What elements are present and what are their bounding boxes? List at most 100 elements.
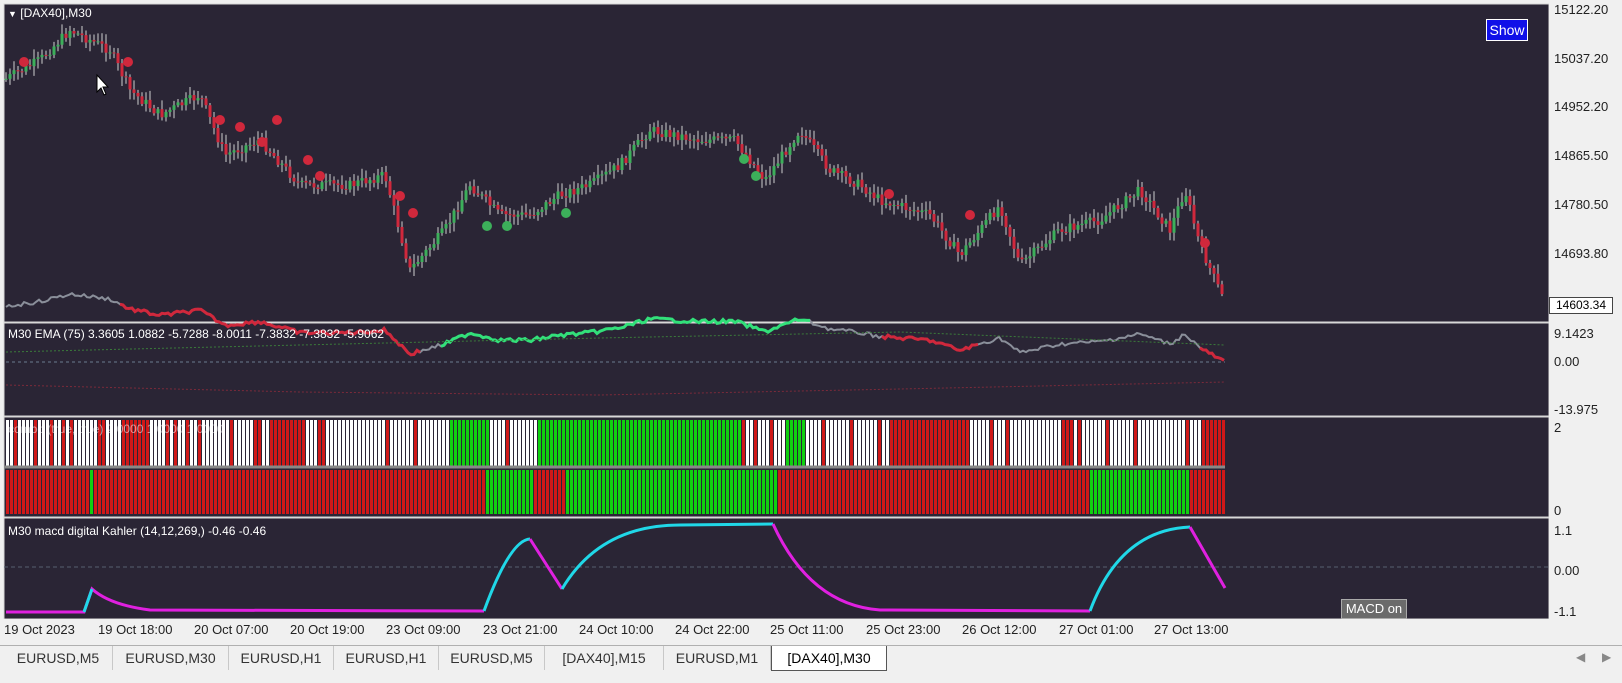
tab-eurusd-m30[interactable]: EURUSD,M30 — [113, 646, 229, 670]
candle-body — [168, 109, 172, 112]
combo-bottom-bar — [986, 470, 989, 514]
combo-top-bar — [546, 420, 549, 466]
show-button[interactable]: Show — [1486, 19, 1528, 41]
candle-body — [1088, 217, 1092, 220]
candle-body — [312, 183, 316, 188]
combo-top-bar — [694, 420, 697, 466]
candle-body — [320, 182, 324, 190]
candle-body — [640, 139, 644, 141]
combo-bottom-bar — [1182, 470, 1185, 514]
combo-bottom-bar — [618, 470, 621, 514]
candle-body — [720, 136, 724, 138]
tab-eurusd-h1[interactable]: EURUSD,H1 — [229, 646, 334, 670]
combo-top-bar — [142, 420, 145, 466]
ema-trend-segment — [881, 333, 979, 352]
combo-bottom-bar — [390, 470, 393, 514]
scroll-right-icon[interactable]: ▶ — [1602, 650, 1612, 664]
combo-top-bar — [646, 420, 649, 466]
combo-top-bar — [442, 420, 445, 466]
sell-signal-marker — [257, 137, 267, 147]
combo-tick: 2 — [1554, 420, 1562, 435]
combo-top-bar — [426, 420, 429, 466]
candle-body — [1084, 219, 1088, 224]
collapse-triangle-icon[interactable]: ▼ — [8, 9, 17, 19]
combo-top-bar — [558, 420, 561, 466]
combo-top-bar — [334, 420, 337, 466]
combo-top-bar — [1030, 420, 1033, 466]
combo-top-bar — [394, 420, 397, 466]
candle-body — [784, 151, 788, 155]
combo-top-bar — [606, 420, 609, 466]
ema-trend-segment — [119, 302, 421, 357]
combo-top-bar — [1134, 420, 1137, 466]
combo-top-bar — [650, 420, 653, 466]
tab-eurusd-h1-2[interactable]: EURUSD,H1 — [334, 646, 439, 670]
combo-bottom-bar — [58, 470, 61, 514]
combo-top-bar — [582, 420, 585, 466]
combo-top-bar — [622, 420, 625, 466]
combo-top-bar — [566, 420, 569, 466]
combo-bottom-bar — [326, 470, 329, 514]
combo-top-bar — [1042, 420, 1045, 466]
candle-body — [888, 203, 892, 206]
candle-body — [380, 172, 384, 176]
combo-top-bar — [858, 420, 861, 466]
combo-top-bar — [498, 420, 501, 466]
tab-eurusd-m5-2[interactable]: EURUSD,M5 — [439, 646, 545, 670]
tab-dax40-m30[interactable]: [DAX40],M30 — [771, 646, 887, 671]
sell-signal-marker — [395, 191, 405, 201]
combo-bottom-bar — [966, 470, 969, 514]
candle-body — [536, 211, 540, 216]
mouse-cursor-icon — [96, 73, 110, 96]
combo-top-bar — [910, 420, 913, 466]
combo-top-bar — [462, 420, 465, 466]
candle-body — [328, 180, 332, 182]
combo-top-bar — [254, 420, 257, 466]
candle-body — [632, 144, 636, 151]
sell-signal-marker — [1200, 238, 1210, 248]
combo-bottom-bar — [650, 470, 653, 514]
tab-eurusd-m1[interactable]: EURUSD,M1 — [664, 646, 771, 670]
candle-body — [100, 41, 104, 44]
combo-bottom-bar — [502, 470, 505, 514]
candle-body — [524, 212, 528, 215]
combo-top-bar — [1062, 420, 1065, 466]
candle-body — [352, 180, 356, 187]
current-price-label: 14603.34 — [1549, 297, 1613, 314]
combo-top-bar — [222, 420, 225, 466]
combo-top-bar — [1142, 420, 1145, 466]
chart-title[interactable]: ▼ [DAX40],M30 — [8, 6, 92, 20]
candle-body — [344, 188, 348, 190]
sell-signal-marker — [123, 57, 133, 67]
candle-body — [980, 224, 984, 233]
candle-body — [712, 136, 716, 140]
candle-body — [364, 178, 368, 184]
combo-top-bar — [378, 420, 381, 466]
scroll-left-icon[interactable]: ◀ — [1576, 650, 1586, 664]
time-tick: 27 Oct 01:00 — [1059, 622, 1134, 637]
tab-eurusd-m5[interactable]: EURUSD,M5 — [4, 646, 113, 670]
combo-bottom-bar — [1178, 470, 1181, 514]
combo-bottom-bar — [134, 470, 137, 514]
combo-bottom-bar — [1042, 470, 1045, 514]
candle-body — [788, 147, 792, 155]
combo-bottom-bar — [838, 470, 841, 514]
combo-top-bar — [866, 420, 869, 466]
combo-top-bar — [998, 420, 1001, 466]
candle-body — [28, 65, 32, 67]
candle-body — [24, 65, 28, 72]
combo-top-bar — [314, 420, 317, 466]
combo-top-bar — [550, 420, 553, 466]
macd-on-button[interactable]: MACD on — [1341, 599, 1407, 619]
combo-top-bar — [410, 420, 413, 466]
combo-bottom-bar — [1078, 470, 1081, 514]
combo-bottom-bar — [658, 470, 661, 514]
combo-top-bar — [638, 420, 641, 466]
combo-top-bar — [318, 420, 321, 466]
combo-top-bar — [1066, 420, 1069, 466]
tab-dax40-m15[interactable]: [DAX40],M15 — [545, 646, 664, 670]
combo-top-bar — [1150, 420, 1153, 466]
candle-body — [792, 142, 796, 148]
sell-signal-marker — [408, 208, 418, 218]
